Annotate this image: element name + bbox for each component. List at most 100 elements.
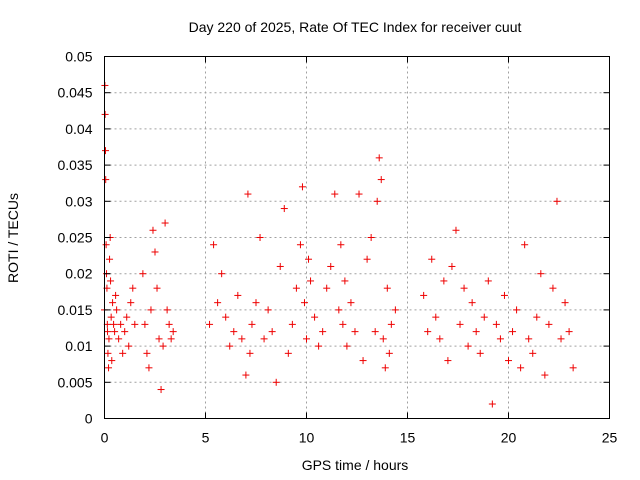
data-point	[157, 386, 165, 394]
data-point	[272, 378, 280, 386]
data-point	[311, 313, 319, 321]
data-point	[127, 299, 135, 307]
data-point	[234, 291, 242, 299]
data-point	[315, 342, 323, 350]
data-point	[112, 291, 120, 299]
data-point	[252, 299, 260, 307]
data-point	[525, 335, 533, 343]
data-point	[102, 147, 110, 155]
ticks-layer	[104, 56, 610, 419]
data-point	[428, 255, 436, 263]
data-point	[104, 349, 112, 357]
data-point	[496, 335, 504, 343]
data-point	[298, 183, 306, 191]
y-tick-label: 0.005	[57, 374, 92, 390]
data-point	[319, 328, 327, 336]
data-point	[153, 284, 161, 292]
data-point	[385, 349, 393, 357]
data-point	[292, 284, 300, 292]
x-tick-label: 20	[501, 430, 517, 446]
data-point	[167, 335, 175, 343]
data-point	[303, 335, 310, 343]
data-point	[381, 364, 389, 372]
data-point	[104, 328, 112, 336]
data-point	[359, 357, 367, 365]
data-point	[151, 248, 159, 256]
data-point	[355, 190, 363, 198]
data-point	[106, 255, 114, 263]
x-tick-label: 0	[101, 430, 109, 446]
y-tick-label: 0.015	[57, 302, 92, 318]
data-point	[121, 328, 129, 336]
data-point	[230, 328, 238, 336]
data-point	[327, 262, 335, 270]
data-point	[440, 277, 448, 285]
data-point	[276, 262, 284, 270]
y-tick-label: 0.025	[57, 230, 92, 246]
y-tick-label: 0.04	[65, 121, 92, 137]
data-point	[337, 241, 345, 249]
data-point	[129, 284, 137, 292]
data-point	[260, 335, 268, 343]
data-point	[537, 270, 545, 278]
data-point	[214, 299, 222, 307]
data-point	[246, 349, 254, 357]
data-point	[452, 226, 460, 234]
data-point	[383, 284, 391, 292]
data-point	[484, 277, 492, 285]
data-point	[305, 255, 313, 263]
y-tick-label: 0	[85, 411, 93, 427]
data-point	[476, 349, 484, 357]
data-point	[280, 205, 288, 213]
data-point	[300, 299, 308, 307]
data-point	[343, 342, 351, 350]
data-point	[113, 306, 121, 314]
data-point	[125, 342, 133, 350]
x-tick-label: 25	[602, 430, 618, 446]
data-point	[367, 234, 375, 241]
data-point	[226, 342, 234, 350]
data-point	[347, 299, 355, 307]
data-point	[155, 335, 163, 343]
x-tick-label: 10	[299, 430, 315, 446]
data-point	[102, 241, 110, 249]
chart-title: Day 220 of 2025, Rate Of TEC Index for r…	[189, 19, 522, 35]
labels-layer: 0 5 10 15 20 25 0 0.005 0.01 0.015 0.02 0.025 0.03 0.…	[57, 49, 617, 446]
data-point	[323, 284, 331, 292]
data-point	[541, 371, 549, 379]
data-point	[545, 320, 553, 328]
data-point	[161, 219, 169, 227]
data-point	[444, 357, 452, 365]
data-point	[244, 190, 252, 198]
data-point	[149, 226, 157, 234]
x-tick-label: 5	[202, 430, 210, 446]
data-point	[210, 241, 218, 249]
points-layer	[101, 81, 577, 408]
data-point	[432, 313, 440, 321]
data-point	[169, 328, 177, 336]
data-point	[339, 320, 347, 328]
y-tick-label: 0.045	[57, 85, 92, 101]
data-point	[509, 328, 517, 336]
data-point	[108, 357, 116, 365]
data-point	[436, 335, 444, 343]
data-point	[101, 110, 109, 118]
data-point	[102, 176, 110, 184]
data-point	[107, 313, 115, 321]
data-point	[163, 306, 171, 314]
data-point	[331, 190, 339, 198]
data-point	[391, 306, 399, 314]
data-point	[377, 176, 385, 184]
data-point	[517, 364, 525, 372]
data-point	[307, 277, 315, 285]
data-point	[141, 320, 149, 328]
data-point	[549, 284, 557, 292]
data-point	[248, 320, 256, 328]
data-point	[424, 328, 432, 336]
data-point	[341, 277, 349, 285]
y-tick-label: 0.03	[65, 193, 92, 209]
y-axis-title: ROTI / TECUs	[5, 193, 21, 283]
data-point	[379, 335, 387, 343]
